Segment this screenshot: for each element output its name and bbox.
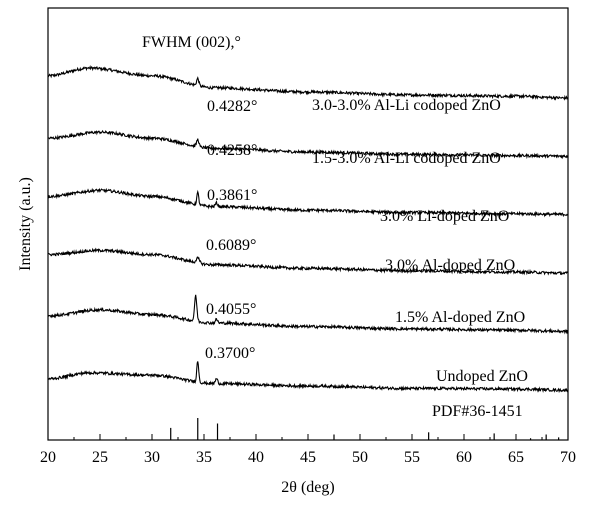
series-label: 3.0% Al-doped ZnO (385, 257, 515, 274)
x-tick-label: 30 (144, 449, 160, 466)
fwhm-value: 0.6089° (206, 237, 256, 254)
series-line (47, 361, 569, 394)
reference-label: PDF#36-1451 (432, 403, 523, 420)
series-label: Undoped ZnO (436, 368, 528, 385)
y-axis-label: Intensity (a.u.) (17, 177, 34, 271)
fwhm-value: 0.4055° (206, 301, 256, 318)
x-tick-label: 35 (196, 449, 212, 466)
x-tick-label: 70 (560, 449, 576, 466)
fwhm-value: 0.4258° (207, 142, 257, 159)
series-line (47, 129, 569, 160)
x-tick-label: 50 (352, 449, 368, 466)
x-tick-label: 55 (404, 449, 420, 466)
x-tick-label: 45 (300, 449, 316, 466)
fwhm-value: 0.3861° (207, 187, 257, 204)
fwhm-value: 0.3700° (205, 345, 255, 362)
fwhm-header: FWHM (002),° (142, 34, 241, 51)
series-line (47, 187, 569, 218)
x-tick-label: 25 (92, 449, 108, 466)
x-axis-label: 2θ (deg) (281, 479, 334, 496)
series-label: 3.0-3.0% Al-Li codoped ZnO (312, 97, 501, 114)
series-label: 1.5% Al-doped ZnO (395, 309, 525, 326)
x-tick-label: 60 (456, 449, 472, 466)
series-line (47, 65, 569, 101)
x-tick-label: 20 (40, 449, 56, 466)
series-label: 1.5-3.0% Al-Li codoped ZnO (312, 150, 501, 167)
series-line (47, 294, 569, 335)
series-label: 3.0% Li-doped ZnO (380, 208, 509, 225)
fwhm-value: 0.4282° (207, 98, 257, 115)
x-tick-label: 65 (508, 449, 524, 466)
series-line (47, 247, 569, 276)
x-tick-label: 40 (248, 449, 264, 466)
